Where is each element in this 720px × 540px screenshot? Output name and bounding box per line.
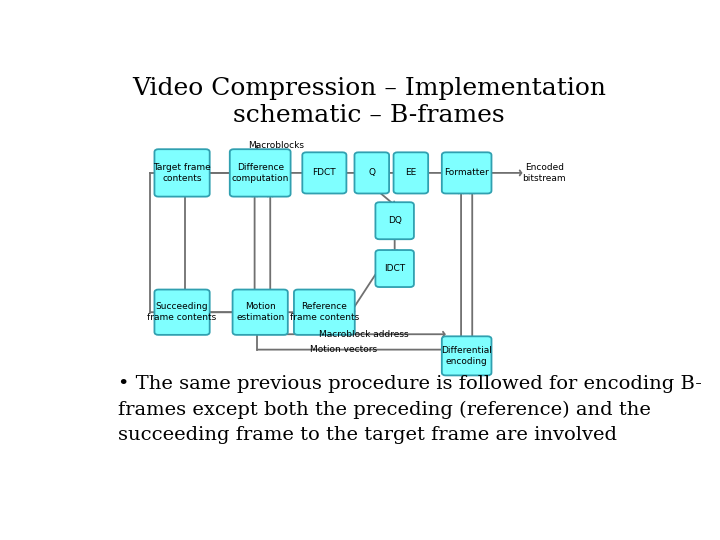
FancyBboxPatch shape	[230, 149, 291, 197]
Text: DQ: DQ	[388, 216, 402, 225]
FancyBboxPatch shape	[155, 149, 210, 197]
Text: EE: EE	[405, 168, 416, 178]
FancyBboxPatch shape	[394, 152, 428, 193]
FancyBboxPatch shape	[233, 289, 288, 335]
Text: Differential
encoding: Differential encoding	[441, 346, 492, 366]
Text: Target frame
contents: Target frame contents	[153, 163, 211, 183]
Text: Macroblocks: Macroblocks	[248, 141, 304, 150]
Text: Macroblock address: Macroblock address	[319, 330, 408, 339]
Text: Difference
computation: Difference computation	[232, 163, 289, 183]
Text: Q: Q	[369, 168, 375, 178]
FancyBboxPatch shape	[155, 289, 210, 335]
Text: Motion vectors: Motion vectors	[310, 345, 377, 354]
Text: Video Compression – Implementation
schematic – B-frames: Video Compression – Implementation schem…	[132, 77, 606, 127]
Text: IDCT: IDCT	[384, 264, 405, 273]
FancyBboxPatch shape	[442, 152, 492, 193]
FancyBboxPatch shape	[375, 202, 414, 239]
Text: • The same previous procedure is followed for encoding B-
frames except both the: • The same previous procedure is followe…	[118, 375, 702, 444]
Text: Motion
estimation: Motion estimation	[236, 302, 284, 322]
FancyBboxPatch shape	[302, 152, 346, 193]
Text: FDCT: FDCT	[312, 168, 336, 178]
FancyBboxPatch shape	[442, 336, 492, 375]
FancyBboxPatch shape	[375, 250, 414, 287]
FancyBboxPatch shape	[294, 289, 355, 335]
Text: Encoded
bitstream: Encoded bitstream	[523, 163, 566, 183]
Text: Formatter: Formatter	[444, 168, 489, 178]
FancyBboxPatch shape	[354, 152, 389, 193]
Text: Reference
frame contents: Reference frame contents	[289, 302, 359, 322]
Text: Succeeding
frame contents: Succeeding frame contents	[148, 302, 217, 322]
